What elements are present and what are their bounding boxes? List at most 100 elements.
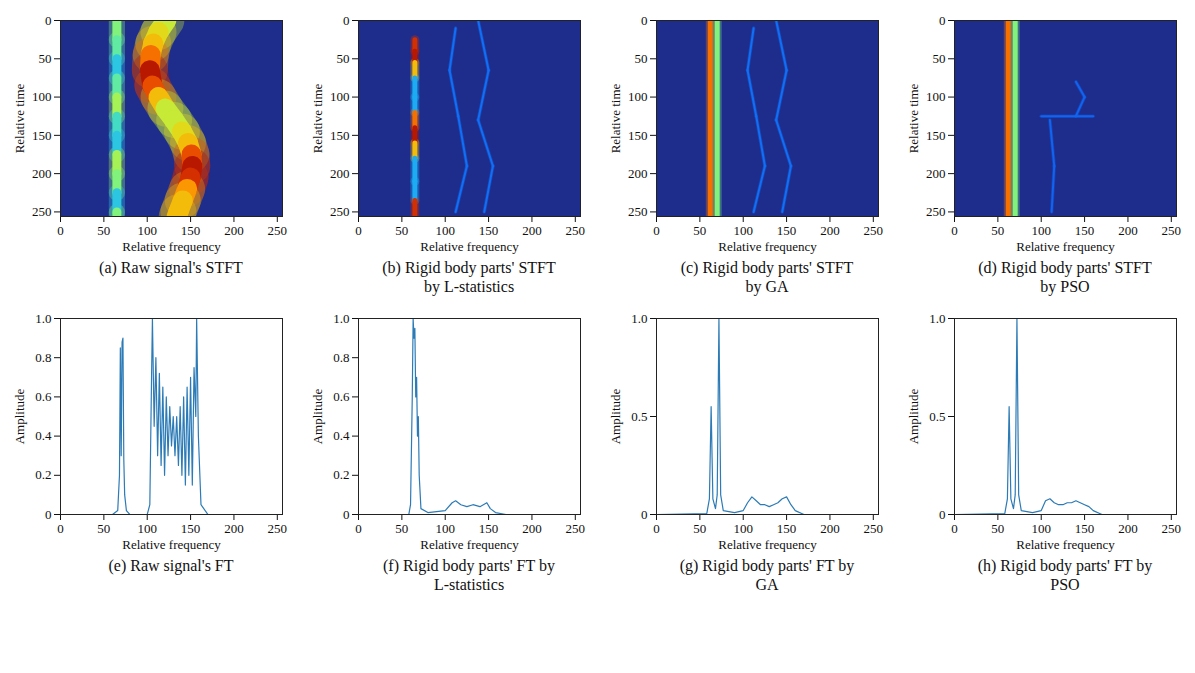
svg-text:Amplitude: Amplitude <box>12 388 27 444</box>
svg-text:Amplitude: Amplitude <box>310 388 325 444</box>
svg-text:150: 150 <box>926 128 946 143</box>
svg-text:0: 0 <box>641 507 648 522</box>
svg-text:150: 150 <box>330 128 350 143</box>
svg-text:0.4: 0.4 <box>35 428 52 443</box>
svg-text:150: 150 <box>1075 521 1095 536</box>
svg-text:0: 0 <box>355 223 362 238</box>
svg-text:50: 50 <box>395 223 408 238</box>
svg-text:100: 100 <box>628 89 648 104</box>
svg-text:0: 0 <box>641 13 648 28</box>
svg-text:0: 0 <box>45 13 52 28</box>
svg-text:Relative frequency: Relative frequency <box>420 537 519 552</box>
svg-text:250: 250 <box>566 223 586 238</box>
svg-text:0.6: 0.6 <box>333 389 350 404</box>
svg-text:200: 200 <box>32 166 52 181</box>
svg-text:Amplitude: Amplitude <box>906 388 921 444</box>
svg-text:0.2: 0.2 <box>35 467 51 482</box>
svg-text:0.8: 0.8 <box>35 350 51 365</box>
svg-text:0: 0 <box>951 223 958 238</box>
svg-text:1.0: 1.0 <box>35 311 51 326</box>
svg-text:0: 0 <box>951 521 958 536</box>
svg-text:Relative frequency: Relative frequency <box>1016 239 1115 254</box>
svg-text:200: 200 <box>224 223 244 238</box>
svg-text:50: 50 <box>97 223 110 238</box>
svg-text:100: 100 <box>435 223 455 238</box>
svg-text:100: 100 <box>32 89 52 104</box>
svg-text:Amplitude: Amplitude <box>608 388 623 444</box>
svg-text:100: 100 <box>435 521 455 536</box>
svg-text:Relative time: Relative time <box>12 83 27 153</box>
svg-text:250: 250 <box>864 521 884 536</box>
svg-text:0: 0 <box>653 223 660 238</box>
svg-text:250: 250 <box>330 204 350 219</box>
svg-text:0: 0 <box>343 507 350 522</box>
svg-text:250: 250 <box>268 521 288 536</box>
svg-text:50: 50 <box>39 51 52 66</box>
svg-text:200: 200 <box>926 166 946 181</box>
svg-text:150: 150 <box>181 223 201 238</box>
svg-text:50: 50 <box>395 521 408 536</box>
svg-text:50: 50 <box>933 51 946 66</box>
svg-text:200: 200 <box>330 166 350 181</box>
svg-text:Relative time: Relative time <box>310 83 325 153</box>
svg-text:0: 0 <box>355 521 362 536</box>
svg-text:Relative time: Relative time <box>906 83 921 153</box>
svg-text:0: 0 <box>57 521 64 536</box>
svg-text:250: 250 <box>566 521 586 536</box>
svg-text:50: 50 <box>635 51 648 66</box>
svg-text:0.4: 0.4 <box>333 428 350 443</box>
svg-text:Relative frequency: Relative frequency <box>1016 537 1115 552</box>
svg-text:150: 150 <box>181 521 201 536</box>
svg-text:200: 200 <box>628 166 648 181</box>
svg-text:50: 50 <box>991 223 1004 238</box>
svg-text:250: 250 <box>926 204 946 219</box>
svg-text:0.2: 0.2 <box>333 467 349 482</box>
svg-text:0: 0 <box>653 521 660 536</box>
svg-text:0.5: 0.5 <box>929 409 945 424</box>
svg-text:1.0: 1.0 <box>929 311 945 326</box>
svg-text:250: 250 <box>628 204 648 219</box>
svg-text:100: 100 <box>733 223 753 238</box>
svg-text:0: 0 <box>939 507 946 522</box>
svg-text:Relative frequency: Relative frequency <box>420 239 519 254</box>
svg-text:0.6: 0.6 <box>35 389 52 404</box>
svg-text:150: 150 <box>479 521 499 536</box>
svg-text:Relative frequency: Relative frequency <box>718 537 817 552</box>
svg-text:200: 200 <box>522 223 542 238</box>
svg-text:1.0: 1.0 <box>333 311 349 326</box>
svg-text:100: 100 <box>1031 521 1051 536</box>
svg-text:150: 150 <box>777 223 797 238</box>
svg-text:250: 250 <box>864 223 884 238</box>
svg-text:150: 150 <box>479 223 499 238</box>
svg-text:0: 0 <box>45 507 52 522</box>
svg-text:250: 250 <box>1162 223 1182 238</box>
svg-text:100: 100 <box>926 89 946 104</box>
svg-text:0.8: 0.8 <box>333 350 349 365</box>
svg-text:100: 100 <box>137 521 157 536</box>
svg-text:150: 150 <box>32 128 52 143</box>
svg-text:0: 0 <box>343 13 350 28</box>
svg-text:100: 100 <box>330 89 350 104</box>
svg-text:Relative frequency: Relative frequency <box>122 537 221 552</box>
svg-text:250: 250 <box>268 223 288 238</box>
svg-text:50: 50 <box>991 521 1004 536</box>
svg-text:50: 50 <box>693 223 706 238</box>
svg-text:0.5: 0.5 <box>631 409 647 424</box>
svg-text:200: 200 <box>522 521 542 536</box>
svg-text:Relative frequency: Relative frequency <box>718 239 817 254</box>
svg-text:200: 200 <box>1118 521 1138 536</box>
svg-text:150: 150 <box>777 521 797 536</box>
svg-text:100: 100 <box>1031 223 1051 238</box>
svg-text:200: 200 <box>820 223 840 238</box>
svg-text:250: 250 <box>32 204 52 219</box>
svg-text:100: 100 <box>137 223 157 238</box>
svg-text:50: 50 <box>693 521 706 536</box>
svg-text:Relative time: Relative time <box>608 83 623 153</box>
svg-text:200: 200 <box>820 521 840 536</box>
svg-text:250: 250 <box>1162 521 1182 536</box>
svg-text:0: 0 <box>939 13 946 28</box>
svg-text:200: 200 <box>1118 223 1138 238</box>
svg-text:0: 0 <box>57 223 64 238</box>
svg-text:150: 150 <box>1075 223 1095 238</box>
svg-text:Relative frequency: Relative frequency <box>122 239 221 254</box>
